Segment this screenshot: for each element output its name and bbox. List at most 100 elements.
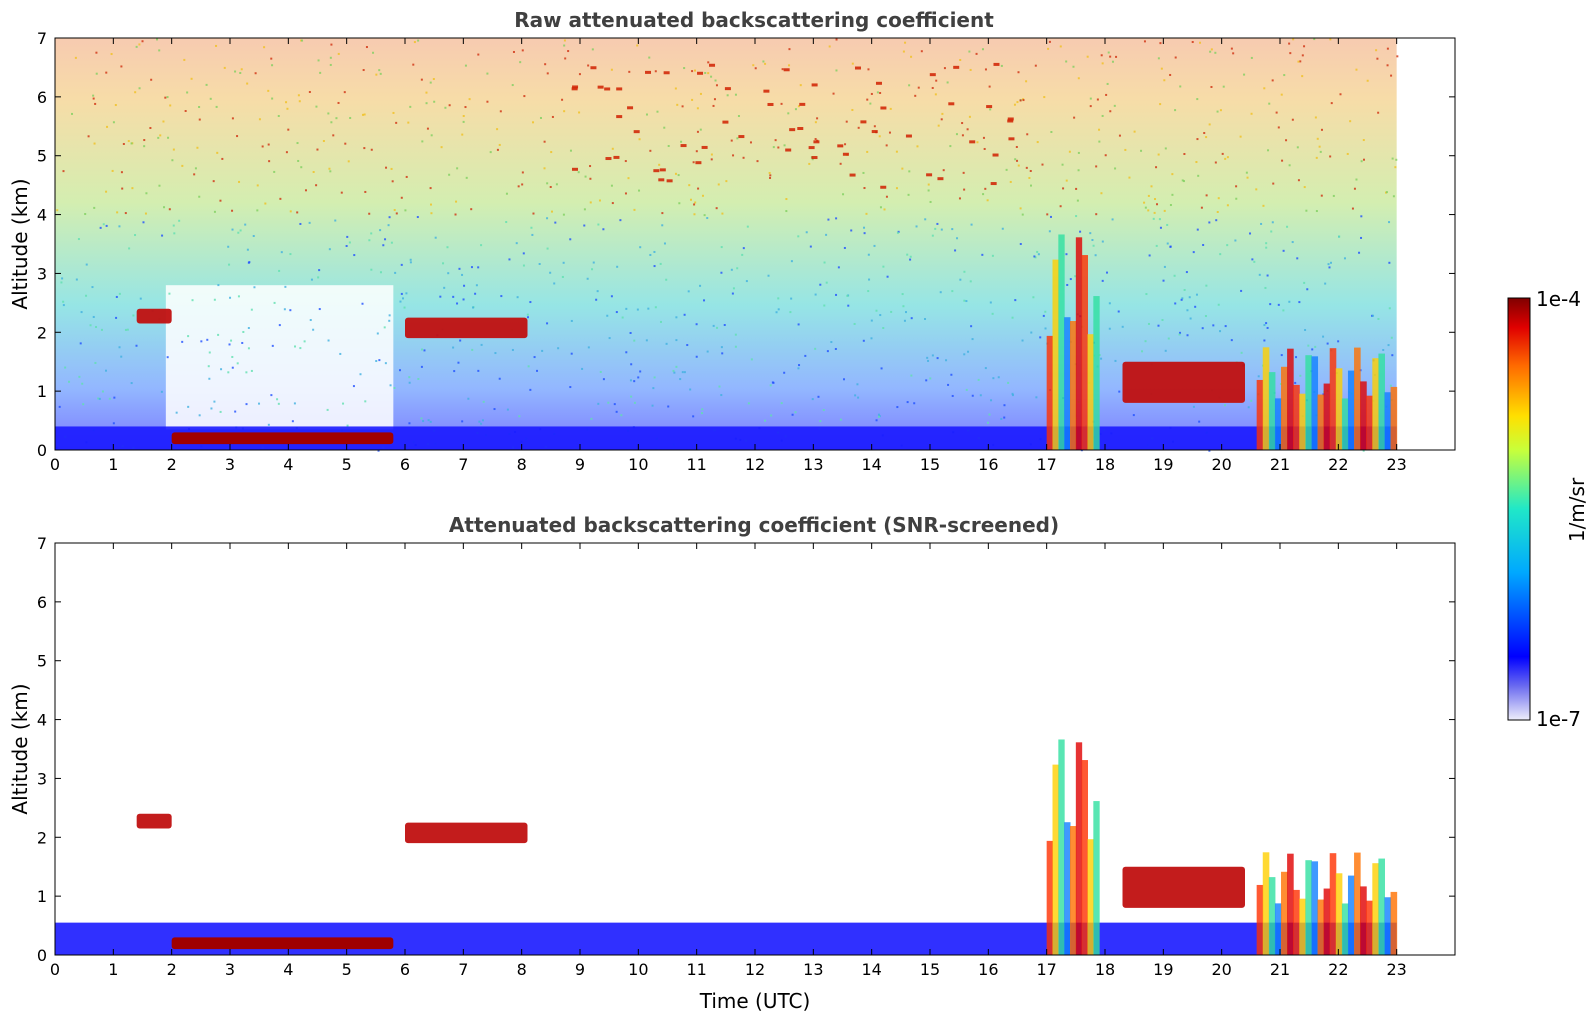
raw-noise-speckle bbox=[198, 118, 201, 121]
raw-noise-speckle bbox=[674, 87, 677, 90]
x-tick-label: 18 bbox=[1095, 455, 1115, 474]
raw-noise-speckle bbox=[322, 140, 325, 143]
raw-noise-speckle bbox=[910, 317, 913, 320]
raw-noise-speckle bbox=[927, 359, 930, 362]
raw-noise-speckle bbox=[287, 128, 290, 131]
raw-noise-speckle bbox=[780, 402, 783, 405]
raw-noise-speckle bbox=[169, 104, 172, 107]
raw-noise-speckle bbox=[486, 72, 489, 75]
raw-noise-speckle bbox=[878, 135, 881, 138]
raw-noise-speckle bbox=[1226, 244, 1229, 247]
raw-noise-speckle bbox=[330, 121, 333, 124]
raw-noise-speckle bbox=[370, 232, 373, 235]
heatmap-cirrus-patch bbox=[799, 102, 806, 106]
raw-noise-speckle bbox=[986, 421, 989, 424]
raw-noise-speckle bbox=[889, 107, 892, 110]
raw-noise-speckle bbox=[85, 294, 88, 297]
raw-noise-speckle bbox=[902, 305, 905, 308]
raw-noise-speckle bbox=[511, 84, 514, 87]
raw-noise-speckle bbox=[210, 407, 213, 410]
raw-noise-speckle bbox=[459, 339, 462, 342]
raw-noise-speckle bbox=[970, 223, 973, 226]
raw-noise-speckle bbox=[215, 105, 218, 108]
raw-noise-speckle bbox=[1337, 340, 1340, 343]
raw-noise-speckle bbox=[1196, 138, 1199, 141]
raw-noise-speckle bbox=[178, 219, 181, 222]
heatmap-cirrus-patch bbox=[572, 85, 579, 89]
raw-noise-speckle bbox=[328, 248, 331, 251]
raw-noise-speckle bbox=[425, 91, 428, 94]
raw-noise-speckle bbox=[122, 142, 125, 145]
raw-noise-speckle bbox=[925, 379, 928, 382]
heatmap-precipitation-column bbox=[1081, 760, 1088, 955]
raw-noise-speckle bbox=[839, 418, 842, 421]
raw-noise-speckle bbox=[1094, 254, 1097, 257]
raw-noise-speckle bbox=[221, 157, 224, 160]
raw-noise-speckle bbox=[498, 377, 501, 380]
raw-noise-speckle bbox=[809, 245, 812, 248]
raw-noise-speckle bbox=[1265, 242, 1268, 245]
raw-noise-speckle bbox=[405, 175, 408, 178]
raw-noise-speckle bbox=[184, 109, 187, 112]
raw-noise-speckle bbox=[190, 77, 193, 80]
heatmap-precipitation-column bbox=[1347, 370, 1355, 450]
raw-noise-speckle bbox=[672, 369, 675, 372]
raw-noise-speckle bbox=[1288, 300, 1291, 303]
raw-noise-speckle bbox=[867, 290, 870, 293]
raw-noise-speckle bbox=[1205, 136, 1208, 139]
raw-noise-speckle bbox=[1074, 275, 1077, 278]
raw-noise-speckle bbox=[161, 234, 164, 237]
raw-noise-speckle bbox=[231, 228, 234, 231]
raw-noise-speckle bbox=[105, 224, 108, 227]
raw-noise-speckle bbox=[1299, 60, 1302, 63]
raw-noise-speckle bbox=[808, 162, 811, 165]
raw-noise-speckle bbox=[736, 267, 739, 270]
raw-noise-speckle bbox=[334, 219, 337, 222]
raw-noise-speckle bbox=[280, 251, 283, 254]
raw-noise-speckle bbox=[1208, 221, 1211, 224]
raw-noise-speckle bbox=[124, 328, 127, 331]
x-tick-label: 2 bbox=[167, 455, 177, 474]
raw-noise-speckle bbox=[882, 265, 885, 268]
raw-noise-speckle bbox=[234, 410, 237, 413]
heatmap-precipitation-column bbox=[1341, 398, 1349, 450]
raw-noise-speckle bbox=[663, 126, 666, 129]
raw-noise-speckle bbox=[1250, 56, 1253, 59]
raw-noise-speckle bbox=[1159, 42, 1162, 45]
raw-noise-speckle bbox=[901, 167, 904, 170]
heatmap-precipitation-column bbox=[1372, 358, 1379, 450]
raw-noise-speckle bbox=[539, 116, 542, 119]
raw-noise-speckle bbox=[1034, 256, 1037, 259]
raw-noise-speckle bbox=[236, 135, 239, 138]
raw-noise-speckle bbox=[639, 246, 642, 249]
raw-noise-speckle bbox=[1003, 416, 1006, 419]
raw-noise-speckle bbox=[1318, 145, 1321, 148]
raw-noise-speckle bbox=[1386, 64, 1389, 67]
raw-noise-speckle bbox=[1017, 71, 1020, 74]
raw-noise-speckle bbox=[407, 121, 410, 124]
raw-noise-speckle bbox=[1036, 141, 1039, 144]
raw-noise-speckle bbox=[516, 296, 519, 299]
heatmap-precipitation-column bbox=[1329, 348, 1337, 450]
raw-noise-speckle bbox=[1289, 52, 1292, 55]
raw-noise-speckle bbox=[546, 322, 549, 325]
raw-noise-speckle bbox=[720, 246, 723, 249]
raw-noise-speckle bbox=[754, 67, 757, 70]
raw-noise-speckle bbox=[1239, 135, 1242, 138]
raw-noise-speckle bbox=[1360, 236, 1363, 239]
raw-noise-speckle bbox=[1208, 123, 1211, 126]
raw-noise-speckle bbox=[873, 125, 876, 128]
raw-noise-speckle bbox=[429, 420, 432, 423]
raw-noise-speckle bbox=[231, 117, 234, 120]
raw-noise-speckle bbox=[1219, 253, 1222, 256]
raw-noise-speckle bbox=[181, 164, 184, 167]
raw-noise-speckle bbox=[89, 324, 92, 327]
raw-noise-speckle bbox=[589, 177, 592, 180]
heatmap-cirrus-patch bbox=[992, 153, 999, 157]
raw-noise-speckle bbox=[1145, 293, 1148, 296]
raw-noise-speckle bbox=[1346, 152, 1349, 155]
raw-noise-speckle bbox=[947, 383, 950, 386]
raw-noise-speckle bbox=[1224, 325, 1227, 328]
raw-noise-speckle bbox=[515, 242, 518, 245]
raw-noise-speckle bbox=[764, 62, 767, 65]
